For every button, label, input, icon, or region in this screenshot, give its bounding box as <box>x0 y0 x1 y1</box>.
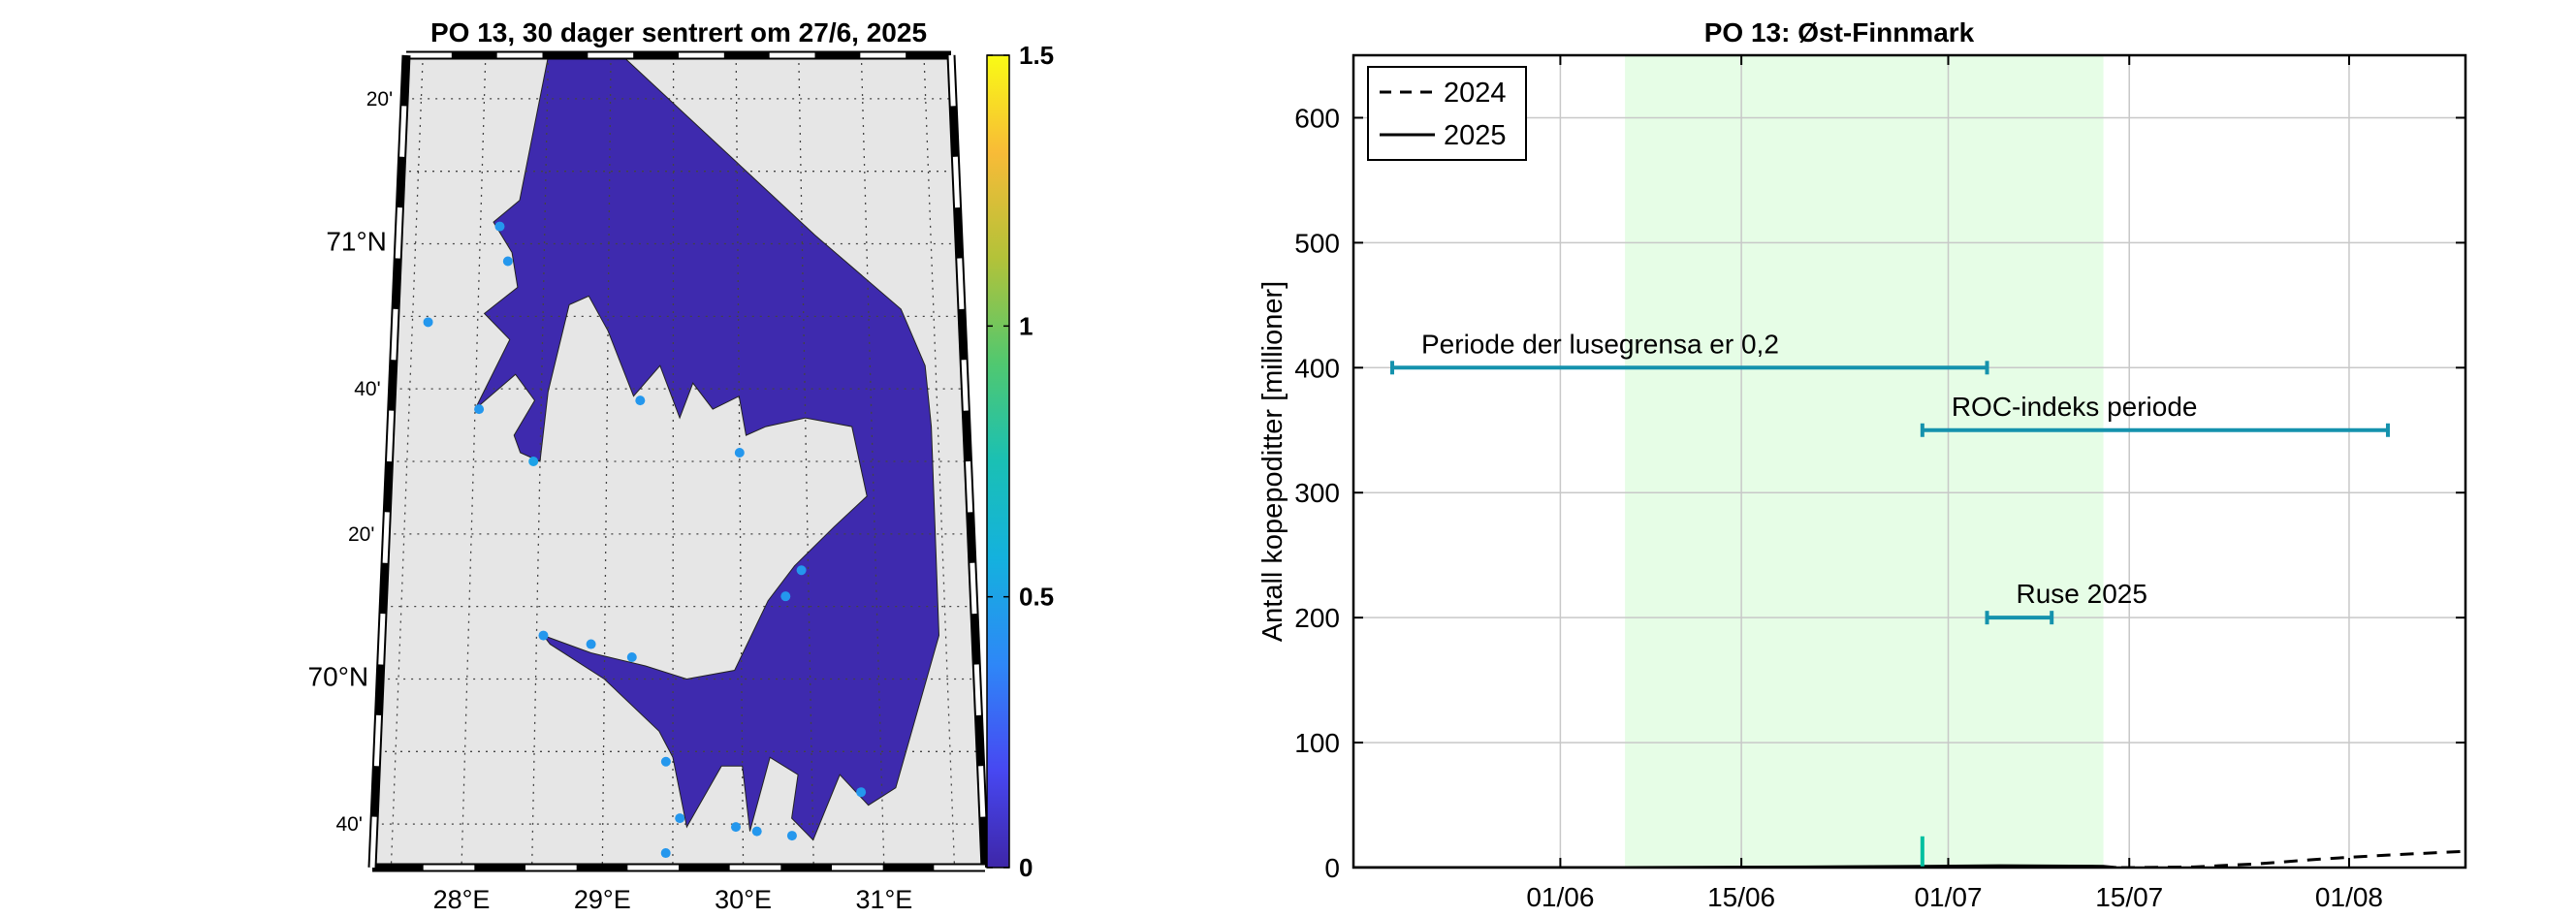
station-marker <box>786 831 797 841</box>
annotation-label: ROC-indeks periode <box>1952 392 2198 422</box>
station-marker <box>856 787 867 798</box>
y-tick-label: 200 <box>1294 603 1340 633</box>
lon-label: 31°E <box>855 885 912 914</box>
station-marker <box>675 813 685 824</box>
lat-label: 20' <box>366 88 393 111</box>
legend-box <box>1367 66 1527 161</box>
period-annotations: Periode der lusegrensa er 0,2 ROC-indeks … <box>1390 329 2390 625</box>
lat-label: 40' <box>354 378 380 400</box>
station-marker <box>474 404 485 415</box>
station-marker <box>528 457 539 466</box>
x-tick-label: 01/08 <box>2315 882 2383 912</box>
sea-lice-field <box>475 56 939 840</box>
station-marker <box>730 822 741 833</box>
legend-label-2024: 2024 <box>1444 78 1507 109</box>
chart-title: PO 13: Øst-Finnmark <box>1704 17 1975 47</box>
lat-label: 70°N <box>308 661 369 691</box>
x-tick-label: 01/06 <box>1526 882 1594 912</box>
station-marker <box>494 221 505 232</box>
map-title: PO 13, 30 dager sentrert om 27/6, 2025 <box>430 17 927 47</box>
map-frame <box>367 50 990 872</box>
station-marker <box>538 630 549 641</box>
lat-label: 71°N <box>326 227 387 257</box>
y-tick-label: 400 <box>1294 353 1340 383</box>
x-tick-label: 15/06 <box>1707 882 1775 912</box>
y-tick-label: 600 <box>1294 103 1340 133</box>
timeseries-panel: PO 13: Øst-Finnmark Antall kopepoditter … <box>1257 17 2467 912</box>
y-tick-label: 300 <box>1294 478 1340 508</box>
station-marker <box>780 591 791 602</box>
map-graticule <box>373 55 984 868</box>
station-marker <box>586 639 596 649</box>
coastline <box>474 56 940 841</box>
x-ticks: 01/06 15/06 01/07 15/07 01/08 <box>1526 55 2383 912</box>
station-marker <box>423 317 433 328</box>
colorbar: 0 0.5 1 1.5 <box>986 41 1054 882</box>
annotation-label: Ruse 2025 <box>2017 579 2147 609</box>
lon-label: 30°E <box>715 885 772 914</box>
colorbar-tick-label: 0.5 <box>1019 583 1054 612</box>
grid-lines <box>1353 55 2465 868</box>
station-marker <box>734 448 745 458</box>
frame-edge-pattern <box>369 54 409 869</box>
station-marker <box>751 826 762 837</box>
latitude-labels: 20' 71°N 40' 20' 70°N 40' <box>308 88 394 836</box>
longitude-labels: 28°E 29°E 30°E 31°E <box>433 885 913 914</box>
station-marker <box>502 256 513 267</box>
colorbar-tick-label: 1.5 <box>1019 41 1054 70</box>
series-line-2024 <box>1353 849 2465 868</box>
map-panel: PO 13, 30 dager sentrert om 27/6, 2025 2… <box>308 17 1055 914</box>
station-marker <box>635 395 646 406</box>
x-tick-label: 15/07 <box>2095 882 2163 912</box>
y-tick-label: 0 <box>1324 853 1340 883</box>
station-markers <box>423 221 867 859</box>
colorbar-ramp <box>986 54 1010 869</box>
colorbar-ticks: 0 0.5 1 1.5 <box>987 41 1054 882</box>
colorbar-tick-label: 1 <box>1019 311 1033 340</box>
station-marker <box>660 848 671 859</box>
station-marker <box>796 565 807 576</box>
plot-frame <box>1352 53 2467 870</box>
frame-edge-pattern <box>948 54 988 869</box>
station-marker <box>626 652 637 663</box>
lat-label: 20' <box>348 523 374 546</box>
y-tick-label: 500 <box>1294 228 1340 258</box>
map-plot: 20' 71°N 40' 20' 70°N 40' 28°E 29°E 30°E 31°E <box>308 50 990 914</box>
y-ticks: 0 100 200 300 400 500 600 <box>1294 103 2465 883</box>
annotation-label: Periode der lusegrensa er 0,2 <box>1421 329 1779 359</box>
colorbar-tick-label: 0 <box>1019 853 1033 882</box>
lon-label: 29°E <box>574 885 631 914</box>
x-tick-label: 01/07 <box>1914 882 1982 912</box>
shaded-period <box>1625 55 2104 868</box>
station-marker <box>660 756 671 767</box>
lon-label: 28°E <box>433 885 491 914</box>
legend-label-2025: 2025 <box>1444 120 1507 151</box>
legend: 2024 2025 <box>1367 66 1527 161</box>
y-axis-label: Antall kopepoditter [millioner] <box>1257 281 1288 642</box>
lat-label: 40' <box>336 813 363 836</box>
y-tick-label: 100 <box>1294 728 1340 758</box>
